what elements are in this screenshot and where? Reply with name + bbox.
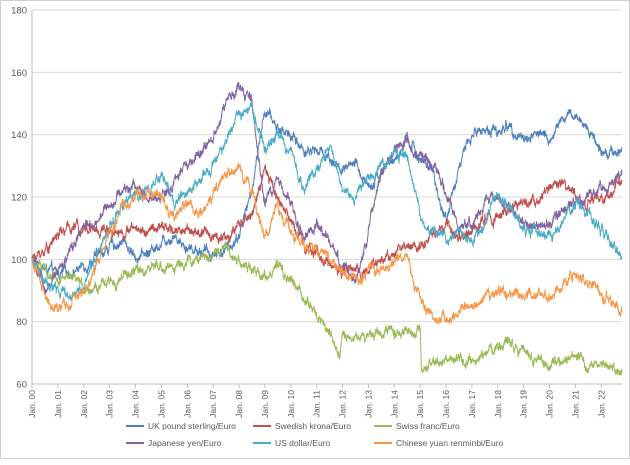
legend-label: UK pound sterling/Euro [148,421,236,431]
x-tick-label: Jan. 11 [312,390,322,418]
x-tick-label: Jan. 17 [467,390,477,418]
x-tick-label: Jan. 07 [208,390,218,418]
series-line-3 [31,81,623,295]
y-tick-label: 180 [11,6,27,17]
series-line-5 [31,162,623,325]
x-tick-label: Jan. 10 [286,390,296,418]
y-tick-label: 160 [11,68,27,79]
x-tick-label: Jan. 01 [53,390,63,418]
legend-label: Swedish krona/Euro [275,421,351,431]
x-tick-label: Jan. 09 [260,390,270,418]
x-tick-label: Jan. 18 [493,390,503,418]
x-tick-label: Jan. 08 [234,390,244,418]
x-tick-label: Jan. 04 [131,390,141,418]
x-tick-label: Jan. 06 [182,390,192,418]
x-tick-label: Jan. 00 [27,390,37,418]
x-tick-label: Jan. 16 [441,390,451,418]
x-tick-label: Jan. 13 [363,390,373,418]
series-line-0 [31,107,623,281]
x-tick-label: Jan. 22 [596,390,606,418]
x-tick-label: Jan. 02 [79,390,89,418]
x-tick-label: Jan. 12 [338,390,348,418]
y-tick-label: 60 [16,380,27,391]
series-line-2 [31,241,623,376]
y-tick-label: 100 [11,255,27,266]
y-tick-label: 140 [11,130,27,141]
legend-label: US dollar/Euro [275,438,331,448]
x-tick-label: Jan. 14 [389,390,399,418]
axes: 60 80 100 120 140 160 180 Jan. 00 Jan. 01 Jan. 02… [11,6,622,418]
x-tick-label: Jan. 21 [570,390,580,418]
y-tick-label: 80 [16,317,27,328]
series-lines [31,81,623,376]
series-line-4 [31,101,623,302]
x-tick-label: Jan. 03 [105,390,115,418]
legend: UK pound sterling/Euro Swedish krona/Euro… [126,421,504,448]
series-line-1 [31,164,623,283]
y-tick-label: 120 [11,193,27,204]
x-tick-label: Jan. 15 [415,390,425,418]
legend-label: Chinese yuan renminbi/Euro [396,438,504,448]
x-tick-label: Jan. 19 [519,390,529,418]
legend-label: Japanese yen/Euro [148,438,222,448]
x-tick-label: Jan. 20 [545,390,555,418]
x-tick-label: Jan. 05 [156,390,166,418]
legend-label: Swiss franc/Euro [396,421,460,431]
